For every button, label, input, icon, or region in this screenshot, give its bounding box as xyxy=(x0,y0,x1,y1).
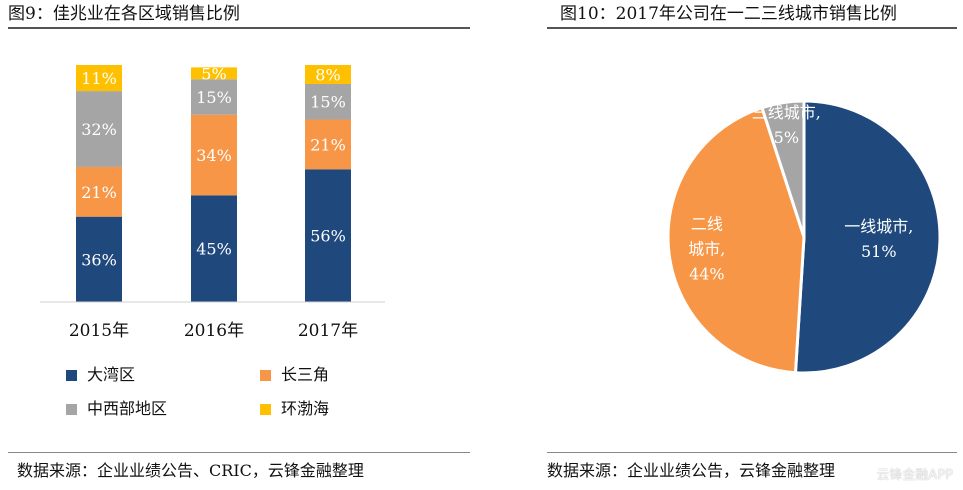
bar-segment-4-1 xyxy=(76,65,122,92)
legend-swatch-3 xyxy=(66,403,77,415)
pie-label-3: 三线城市, 5% xyxy=(752,103,821,147)
pie-slice-2 xyxy=(666,105,806,375)
legend-label-2: 长三角 xyxy=(281,365,330,384)
left-top-rule xyxy=(8,27,470,29)
right-top-rule xyxy=(547,27,957,29)
bar-data-label-3-3: 15% xyxy=(310,93,346,112)
bar-segment-2-2 xyxy=(191,114,237,196)
bar-segment-1-2 xyxy=(191,195,237,302)
legend-label-1: 大湾区 xyxy=(87,365,136,384)
pie-label-2: 二线城市, 44% xyxy=(688,214,725,283)
left-source-note: 数据来源：企业业绩公告、CRIC，云锋金融整理 xyxy=(17,461,364,480)
watermark: 云锋金融APP xyxy=(876,468,953,483)
bar-segment-1-3 xyxy=(305,169,351,302)
legend-label-4: 环渤海 xyxy=(281,399,330,418)
bar-data-label-2-1: 21% xyxy=(81,183,117,202)
pie-slice-3 xyxy=(760,99,806,238)
legend-swatch-2 xyxy=(260,369,271,381)
bar-data-label-1-2: 45% xyxy=(196,240,232,259)
bar-segment-4-2 xyxy=(191,67,237,80)
bar-data-label-2-3: 21% xyxy=(310,135,346,154)
legend-label-3: 中西部地区 xyxy=(87,399,168,418)
legend-item-3: 中西部地区 xyxy=(66,399,167,419)
left-bottom-rule xyxy=(8,452,470,453)
stacked-bar-chart: 36% 21% 32% 11% 2015年 45% 34% 15% 5% 2016年 56% 21% 1… xyxy=(40,64,385,341)
bar-data-label-3-2: 15% xyxy=(196,88,232,107)
x-tick-label-1: 2015年 xyxy=(69,321,129,341)
bar-segment-2-1 xyxy=(76,166,122,217)
bar-segment-3-1 xyxy=(76,91,122,167)
bar-data-label-4-2: 5% xyxy=(201,64,226,83)
legend-item-2: 长三角 xyxy=(260,365,329,385)
bar-chart-legend: 大湾区 长三角中西部地区 环渤海 xyxy=(66,365,466,423)
bar-data-label-4-3: 8% xyxy=(315,65,340,84)
x-tick-label-3: 2017年 xyxy=(298,321,358,341)
bar-data-label-1-3: 56% xyxy=(310,227,346,246)
pie-label-1: 一线城市, 51% xyxy=(844,217,913,261)
bar-data-label-3-1: 32% xyxy=(81,120,117,139)
bar-segment-4-3 xyxy=(305,65,351,84)
right-chart-title: 图10：2017年公司在一二三线城市销售比例 xyxy=(560,4,897,24)
x-tick-label-2: 2016年 xyxy=(184,321,244,341)
pie-chart: 一线城市, 51% 二线城市, 44% 三线城市, 5% xyxy=(666,99,942,375)
right-source-note: 数据来源：企业业绩公告，云锋金融整理 xyxy=(547,461,836,480)
legend-item-4: 环渤海 xyxy=(260,399,329,419)
bar-segment-2-3 xyxy=(305,119,351,170)
bar-data-label-1-1: 36% xyxy=(81,250,117,269)
legend-swatch-4 xyxy=(260,403,271,415)
bar-data-label-4-1: 11% xyxy=(81,69,117,88)
bar-data-label-2-2: 34% xyxy=(196,146,232,165)
bar-segment-3-2 xyxy=(191,79,237,115)
legend-swatch-1 xyxy=(66,369,77,381)
bar-segment-1-1 xyxy=(76,216,122,302)
left-chart-title: 图9：佳兆业在各区域销售比例 xyxy=(8,4,240,24)
pie-slice-1 xyxy=(793,99,942,375)
right-bottom-rule xyxy=(547,452,957,453)
legend-item-1: 大湾区 xyxy=(66,365,135,385)
bar-segment-3-3 xyxy=(305,83,351,120)
